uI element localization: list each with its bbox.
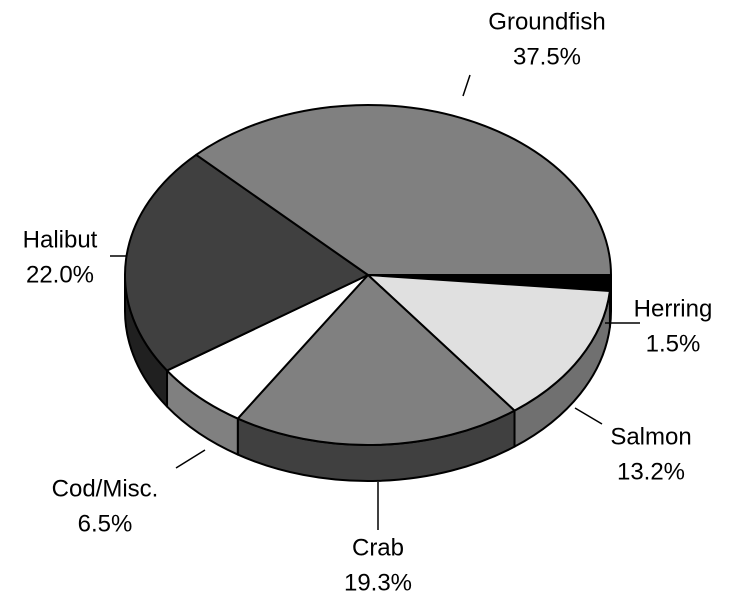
slice-label: Salmon — [610, 423, 691, 450]
slice-value: 13.2% — [617, 458, 685, 485]
slice-label: Herring — [634, 295, 713, 322]
leader-line — [175, 449, 206, 469]
slice-label: Crab — [352, 534, 404, 561]
slice-value: 6.5% — [78, 510, 133, 537]
slice-label: Groundfish — [488, 8, 605, 35]
slice-value: 22.0% — [26, 261, 94, 288]
slice — [195, 104, 612, 276]
slice-value: 1.5% — [646, 330, 701, 357]
slice-value: 37.5% — [513, 43, 581, 70]
leader-line — [574, 407, 603, 425]
slice-label: Cod/Misc. — [52, 475, 159, 502]
slice — [367, 274, 611, 412]
slice — [236, 274, 516, 446]
slice-label: Halibut — [23, 226, 98, 253]
slice-value: 19.3% — [344, 569, 412, 596]
leader-line — [462, 74, 471, 97]
slice — [124, 153, 369, 372]
